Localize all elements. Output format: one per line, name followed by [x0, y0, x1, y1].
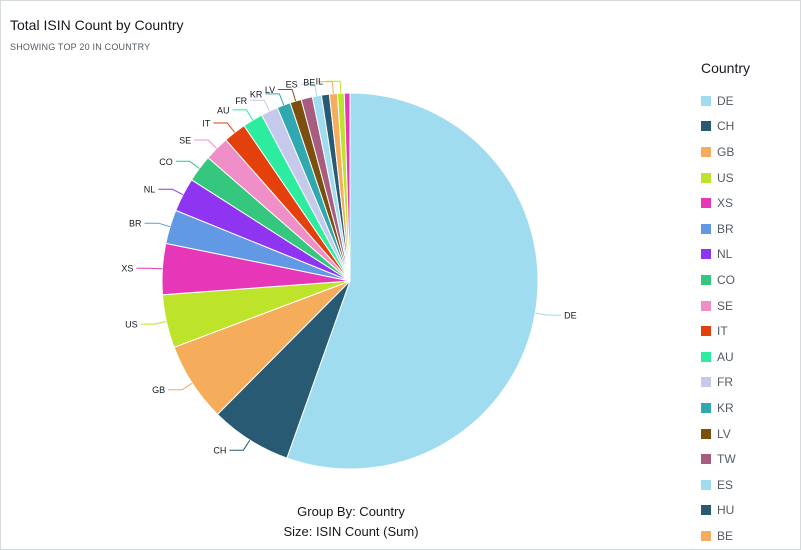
pie-slice-xx[interactable] [343, 92, 351, 282]
legend-swatch [701, 326, 711, 337]
legend-label: BR [717, 221, 734, 236]
legend-label: DE [717, 93, 734, 108]
slice-label: FR [235, 96, 247, 106]
legend-swatch [701, 249, 711, 260]
slice-label: CH [213, 446, 226, 456]
legend-label: SE [717, 298, 734, 313]
legend-item-kr[interactable]: KR [701, 395, 799, 421]
legend-label: CO [717, 272, 735, 287]
slice-label: IL [316, 77, 324, 87]
slice-leader-line [144, 222, 171, 228]
slice-label: SE [179, 136, 191, 146]
slice-label: AU [217, 105, 230, 115]
legend-label: TW [717, 452, 736, 467]
slice-leader-line [229, 439, 251, 451]
legend-swatch [701, 428, 711, 439]
legend-swatch [701, 377, 711, 388]
legend-item-br[interactable]: BR [701, 216, 799, 242]
slice-label: DE [564, 311, 577, 321]
legend-label: HU [717, 503, 735, 518]
legend-swatch [701, 402, 711, 413]
slice-leader-line [326, 80, 342, 94]
legend-swatch [701, 274, 711, 285]
size-caption: Size: ISIN Count (Sum) [283, 524, 419, 539]
slice-label: BR [129, 219, 142, 229]
legend-item-hu[interactable]: HU [701, 498, 799, 524]
slice-label: LV [265, 85, 275, 95]
legend-item-tw[interactable]: TW [701, 446, 799, 472]
slice-leader-line [535, 312, 562, 316]
slice-leader-line [136, 267, 163, 270]
legend-swatch [701, 351, 711, 362]
legend-item-xs[interactable]: XS [701, 190, 799, 216]
slice-leader-line [232, 109, 254, 121]
legend-item-fr[interactable]: FR [701, 370, 799, 396]
slice-leader-line [318, 81, 334, 94]
legend-swatch [701, 223, 711, 234]
slice-label: ES [286, 80, 298, 90]
legend-item-it[interactable]: IT [701, 318, 799, 344]
legend-label: GB [717, 144, 735, 159]
slice-label: IT [202, 119, 211, 129]
group-by-caption: Group By: Country [297, 504, 405, 519]
legend-swatch [701, 198, 711, 209]
slice-leader-line [168, 382, 193, 391]
legend-title: Country [701, 60, 751, 76]
slice-label: KR [250, 89, 263, 99]
legend-label: AU [717, 349, 734, 364]
legend-item-es[interactable]: ES [701, 472, 799, 498]
slice-label: US [125, 320, 138, 330]
legend-swatch [701, 172, 711, 183]
legend-label: NL [717, 247, 733, 262]
legend-swatch [701, 505, 711, 516]
slice-leader-line [194, 139, 218, 149]
legend-item-nl[interactable]: NL [701, 242, 799, 268]
legend-label: BE [717, 528, 734, 543]
legend-swatch [701, 530, 711, 541]
slice-leader-line [140, 321, 167, 325]
slice-label: CO [159, 157, 173, 167]
legend-label: LV [717, 426, 731, 441]
legend-item-ch[interactable]: CH [701, 114, 799, 140]
legend-items: DE CH GB US XS BR NL CO SE IT AU FR KR LV TW ES HU BE [701, 88, 799, 549]
legend-item-gb[interactable]: GB [701, 139, 799, 165]
slice-leader-line [158, 188, 184, 196]
legend-swatch [701, 479, 711, 490]
legend-label: XS [717, 196, 734, 211]
legend-item-lv[interactable]: LV [701, 421, 799, 447]
slice-leader-line [250, 99, 270, 112]
slice-label: BE [303, 77, 315, 87]
slice-label: NL [144, 185, 156, 195]
legend-label: CH [717, 119, 735, 134]
legend-label: US [717, 170, 734, 185]
slice-label: XS [121, 264, 133, 274]
legend-item-au[interactable]: AU [701, 344, 799, 370]
slice-leader-line [265, 93, 285, 106]
pie-slice-de[interactable] [286, 92, 539, 470]
legend: Country DE CH GB US XS BR NL CO SE IT AU FR KR LV TW ES… [701, 60, 799, 549]
legend-swatch [701, 146, 711, 157]
legend-item-us[interactable]: US [701, 165, 799, 191]
slice-leader-line [278, 89, 297, 102]
legend-label: ES [717, 477, 734, 492]
slice-leader-line [175, 160, 200, 169]
legend-label: KR [717, 400, 734, 415]
legend-swatch [701, 121, 711, 132]
legend-item-be[interactable]: BE [701, 523, 799, 549]
legend-swatch [701, 300, 711, 311]
slice-leader-line [300, 83, 318, 96]
legend-label: FR [717, 375, 733, 390]
legend-swatch [701, 95, 711, 106]
legend-swatch [701, 454, 711, 465]
chart-title: Total ISIN Count by Country [10, 17, 184, 33]
slice-leader-line [213, 122, 236, 133]
chart-subtitle: SHOWING TOP 20 IN COUNTRY [10, 42, 151, 52]
legend-label: IT [717, 324, 728, 339]
legend-item-de[interactable]: DE [701, 88, 799, 114]
legend-item-co[interactable]: CO [701, 267, 799, 293]
slice-label: GB [152, 385, 165, 395]
legend-item-se[interactable]: SE [701, 293, 799, 319]
